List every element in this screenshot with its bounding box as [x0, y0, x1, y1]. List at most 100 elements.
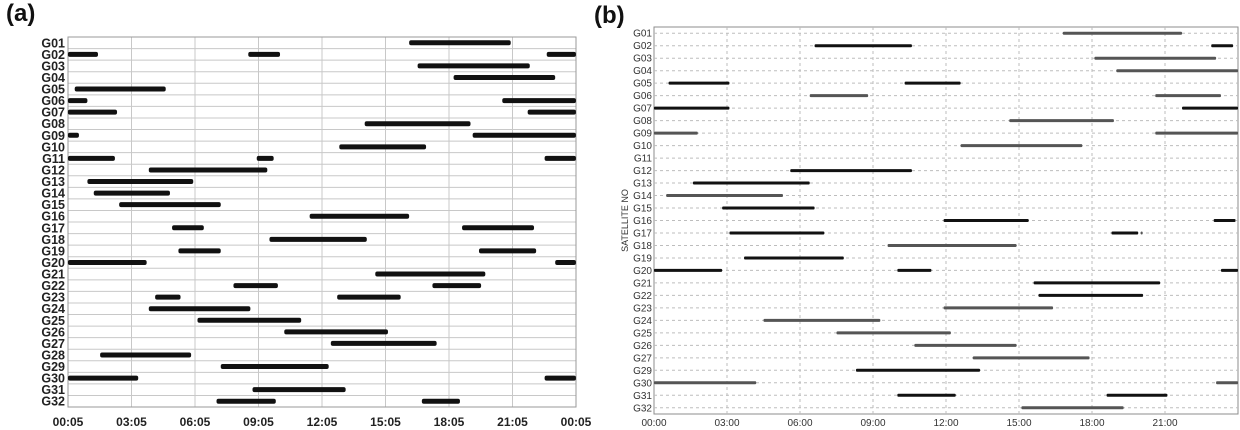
y-tick-label: G09: [41, 129, 65, 143]
y-tick-label: G12: [41, 163, 65, 177]
y-tick-label: G08: [633, 116, 652, 127]
visibility-bar: [763, 318, 881, 322]
visibility-bar: [119, 202, 221, 208]
visibility-bar: [897, 393, 956, 397]
y-tick-label: G23: [41, 291, 65, 305]
visibility-bar: [668, 81, 730, 85]
x-tick-label: 00:05: [53, 415, 84, 429]
visibility-bar: [722, 206, 815, 210]
visibility-bar: [555, 259, 576, 265]
y-tick-label: G01: [41, 36, 65, 50]
visibility-bar: [692, 181, 810, 185]
visibility-bar: [178, 248, 221, 254]
x-tick-label: 06:00: [787, 418, 812, 429]
visibility-bar: [1009, 119, 1114, 123]
visibility-bar: [375, 271, 486, 277]
y-tick-label: G07: [41, 106, 65, 120]
x-tick-label: 03:00: [714, 418, 739, 429]
y-tick-label: G30: [633, 378, 652, 389]
y-tick-label: G18: [633, 241, 652, 252]
visibility-bar: [67, 375, 139, 381]
y-tick-label: G32: [41, 395, 65, 409]
x-tick-label: 03:05: [116, 415, 147, 429]
x-tick-label: 18:05: [434, 415, 465, 429]
visibility-bar: [887, 243, 1017, 247]
y-tick-label: G31: [633, 391, 652, 402]
visibility-bar: [904, 81, 961, 85]
y-tick-label: G04: [41, 71, 65, 85]
visibility-bar: [67, 98, 88, 104]
visibility-bar: [337, 294, 401, 300]
visibility-bar: [93, 190, 170, 196]
visibility-bar: [1094, 56, 1217, 60]
visibility-bar: [256, 155, 274, 161]
visibility-bar: [421, 398, 460, 404]
y-tick-label: G25: [633, 328, 652, 339]
x-tick-label: 21:05: [497, 415, 528, 429]
visibility-bar: [1140, 231, 1143, 235]
y-tick-label: G27: [41, 337, 65, 351]
y-tick-label: G02: [41, 48, 65, 62]
y-tick-label: G28: [41, 348, 65, 362]
y-axis-title: SATELLITE NO: [620, 189, 630, 252]
visibility-bar: [654, 268, 723, 272]
y-tick-label: G19: [633, 253, 652, 264]
y-tick-label: G24: [633, 316, 652, 327]
visibility-bar: [74, 86, 166, 92]
x-tick-label: 15:05: [370, 415, 401, 429]
y-tick-label: G23: [633, 303, 652, 314]
visibility-bar: [914, 343, 1017, 347]
visibility-bar: [972, 356, 1090, 360]
visibility-bar: [1155, 94, 1221, 98]
visibility-bar: [544, 375, 576, 381]
x-tick-label: 12:05: [307, 415, 338, 429]
visibility-bar: [814, 44, 912, 48]
visibility-bar: [790, 169, 912, 173]
y-tick-label: G01: [633, 29, 652, 40]
y-tick-label: G05: [41, 83, 65, 97]
y-tick-label: G11: [634, 154, 653, 165]
visibility-bar: [172, 225, 204, 231]
visibility-bar: [1213, 219, 1236, 222]
visibility-bar: [478, 248, 537, 254]
y-tick-label: G12: [633, 166, 652, 177]
y-tick-label: G02: [633, 41, 652, 52]
visibility-bar: [943, 219, 1029, 222]
y-tick-label: G26: [41, 325, 65, 339]
y-tick-label: G13: [633, 179, 652, 190]
visibility-bar: [67, 51, 98, 57]
visibility-bar: [836, 331, 951, 335]
x-tick-label: 09:05: [243, 415, 274, 429]
visibility-bar: [527, 109, 576, 115]
visibility-bar: [67, 259, 147, 265]
x-tick-label: 15:00: [1006, 418, 1031, 429]
visibility-bar: [943, 306, 1054, 310]
visibility-bar: [417, 63, 530, 69]
visibility-bar: [339, 144, 427, 150]
visibility-bar: [1033, 281, 1161, 285]
visibility-bar: [472, 132, 576, 138]
y-tick-label: G10: [633, 141, 652, 152]
x-tick-label: 09:00: [860, 418, 885, 429]
visibility-bar: [1062, 31, 1183, 35]
visibility-bar: [462, 225, 535, 231]
y-tick-label: G21: [633, 278, 652, 289]
visibility-bar: [197, 317, 302, 323]
visibility-bar: [897, 268, 932, 272]
visibility-bar: [220, 364, 329, 370]
visibility-bar: [67, 132, 79, 138]
visibility-bar: [1111, 231, 1139, 235]
y-tick-label: G03: [41, 59, 65, 73]
visibility-bar: [729, 231, 825, 235]
visibility-bar: [364, 121, 471, 127]
visibility-bar: [67, 109, 118, 115]
visibility-bar: [1220, 268, 1238, 272]
y-tick-label: G03: [633, 54, 652, 65]
visibility-bar: [654, 381, 757, 385]
visibility-bar: [1021, 406, 1124, 410]
visibility-bar: [309, 213, 410, 219]
visibility-bar: [148, 167, 268, 173]
y-tick-label: G22: [633, 291, 652, 302]
visibility-bar: [654, 106, 730, 110]
visibility-bar: [960, 144, 1083, 148]
